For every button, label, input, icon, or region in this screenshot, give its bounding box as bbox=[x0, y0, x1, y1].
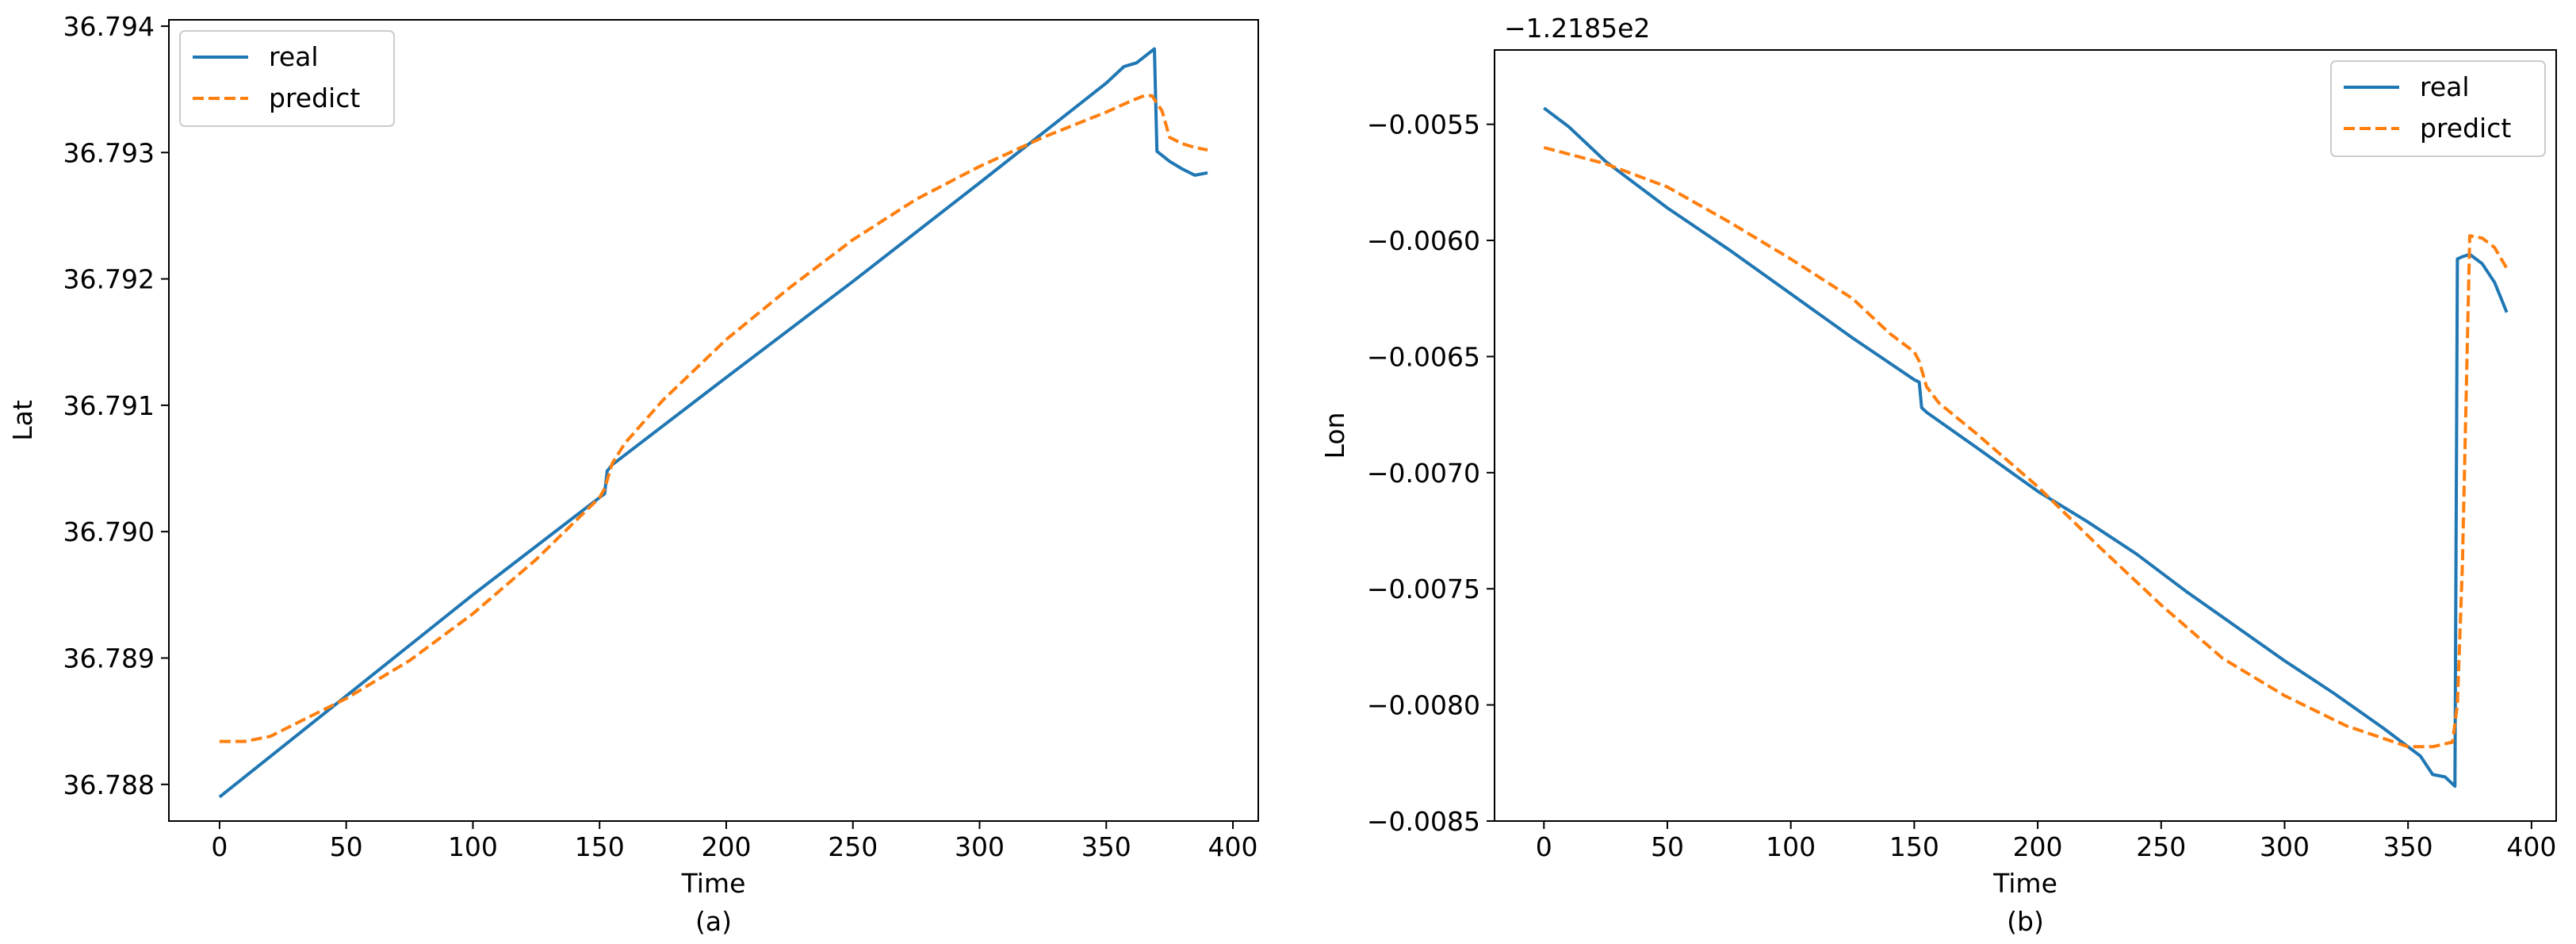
y-tick-label: 36.790 bbox=[63, 516, 155, 547]
legend-frame bbox=[2330, 60, 2546, 157]
x-tick-label: 400 bbox=[1208, 831, 1258, 862]
x-tick-label: 400 bbox=[2506, 831, 2556, 862]
x-tick-label: 0 bbox=[1536, 831, 1552, 862]
panel-label: (a) bbox=[695, 906, 732, 937]
y-tick-label: 36.794 bbox=[63, 11, 155, 42]
series-line-predict bbox=[1543, 146, 2509, 749]
x-tick-label: 100 bbox=[448, 831, 498, 862]
y-tick-label: −0.0075 bbox=[1367, 574, 1480, 604]
chart-panel-a: 0 50 100 150 200 250 300 350 400 36.788 36.789 36.7… bbox=[7, 11, 1259, 937]
axes-frame bbox=[1494, 49, 2557, 822]
panel-label: (b) bbox=[2007, 906, 2044, 937]
series-group bbox=[218, 47, 1208, 799]
x-tick-label: 200 bbox=[701, 831, 751, 862]
x-tick-label: 150 bbox=[575, 831, 625, 862]
x-tick-label: 50 bbox=[330, 831, 363, 862]
legend-label-real: real bbox=[2420, 71, 2470, 102]
y-tick-label: 36.789 bbox=[63, 643, 155, 673]
x-tick-label: 250 bbox=[2136, 831, 2186, 862]
x-tick-label: 350 bbox=[1081, 831, 1131, 862]
y-tick-label: −0.0085 bbox=[1367, 806, 1480, 837]
y-tick-label: −0.0065 bbox=[1367, 341, 1480, 372]
x-axis-label: Time bbox=[681, 868, 746, 899]
series-line-predict bbox=[219, 94, 1208, 743]
x-tick-label: 200 bbox=[2013, 831, 2063, 862]
axes-frame bbox=[168, 19, 1259, 822]
x-tick-label: 300 bbox=[955, 831, 1005, 862]
series-group bbox=[1543, 106, 2509, 789]
legend-label-real: real bbox=[269, 41, 319, 72]
y-tick-label: −0.0055 bbox=[1367, 109, 1480, 140]
legend-label-predict: predict bbox=[269, 83, 360, 113]
x-tick-label: 250 bbox=[828, 831, 878, 862]
y-tick-label: −0.0060 bbox=[1367, 225, 1480, 256]
y-offset-label: −1.2185e2 bbox=[1504, 13, 1650, 44]
legend-frame bbox=[179, 30, 395, 127]
series-line-real bbox=[1543, 106, 2509, 789]
legend: real predict bbox=[179, 30, 395, 127]
y-tick-label: −0.0070 bbox=[1367, 458, 1480, 489]
x-axis-label: Time bbox=[1992, 868, 2057, 899]
x-tick-label: 100 bbox=[1766, 831, 1816, 862]
y-tick-label: 36.788 bbox=[63, 769, 155, 800]
x-tick-label: 300 bbox=[2260, 831, 2310, 862]
legend: real predict bbox=[2330, 60, 2546, 157]
y-axis-label: Lat bbox=[7, 400, 38, 441]
y-tick-label: −0.0080 bbox=[1367, 690, 1480, 721]
x-tick-label: 350 bbox=[2383, 831, 2433, 862]
x-tick-label: 50 bbox=[1651, 831, 1684, 862]
y-tick-label: 36.793 bbox=[63, 137, 155, 168]
y-tick-label: 36.791 bbox=[63, 390, 155, 421]
x-tick-label: 150 bbox=[1889, 831, 1939, 862]
x-tick-label: 0 bbox=[211, 831, 228, 862]
y-tick-label: 36.792 bbox=[63, 264, 155, 295]
chart-panel-b: 0 50 100 150 200 250 300 350 400 −0.0085 −0.0080 −0… bbox=[1319, 13, 2557, 937]
legend-label-predict: predict bbox=[2420, 113, 2511, 144]
y-axis-label: Lon bbox=[1319, 413, 1350, 459]
